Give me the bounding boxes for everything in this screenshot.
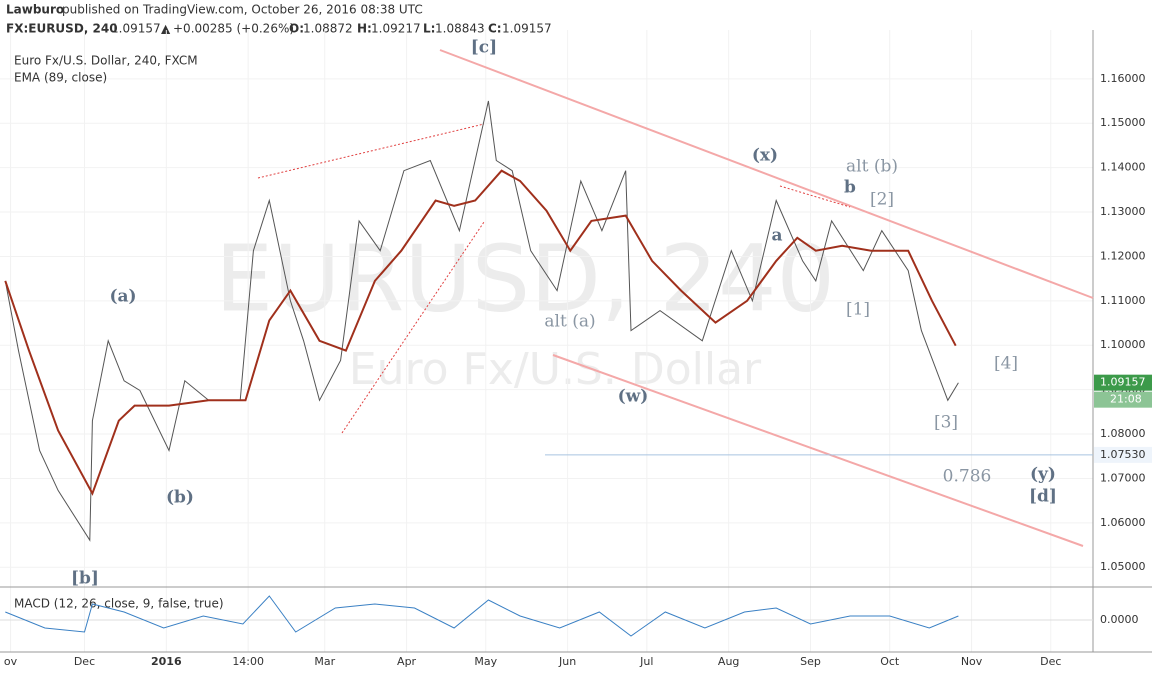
y-tick-label: 1.10000 xyxy=(1100,338,1146,351)
h-label: H: xyxy=(357,22,372,36)
trend-line xyxy=(439,49,1094,299)
x-tick-label: Dec xyxy=(1040,655,1061,668)
price-line xyxy=(4,100,959,542)
x-tick-label: Sep xyxy=(800,655,821,668)
macd-title: MACD (12, 26, close, 9, false, true) xyxy=(14,597,224,611)
wave-label: b xyxy=(844,178,856,198)
x-tick-label: Oct xyxy=(880,655,900,668)
symbol: FX:EURUSD, 240 xyxy=(6,22,118,36)
x-tick-label: Jun xyxy=(558,655,576,668)
y-tick-label: 1.07000 xyxy=(1100,471,1146,484)
time-label: 21:08 xyxy=(1110,393,1142,406)
wave-label: (a) xyxy=(109,287,136,307)
level-label: 1.07530 xyxy=(1100,448,1146,461)
last-price-label: 1.09157 xyxy=(1100,376,1146,389)
y-tick-label: 1.11000 xyxy=(1100,294,1146,307)
last-price-box xyxy=(1094,374,1152,391)
o-label: O: xyxy=(289,22,304,36)
wave-label: 0.786 xyxy=(943,467,992,487)
time-box xyxy=(1094,391,1152,408)
published: published on TradingView.com, October 26… xyxy=(62,3,423,17)
low: 1.08843 xyxy=(435,22,485,36)
close: 1.09157 xyxy=(502,22,552,36)
wave-label: [1] xyxy=(846,300,870,320)
wave-label: [2] xyxy=(870,190,894,210)
change: +0.00285 (+0.26%) xyxy=(173,22,294,36)
watermark-sub: Euro Fx/U.S. Dollar xyxy=(349,344,762,395)
open: 1.08872 xyxy=(303,22,353,36)
y-tick-label: 1.14000 xyxy=(1100,161,1146,174)
wave-label: (b) xyxy=(166,488,194,508)
x-tick-label: 2016 xyxy=(151,655,182,668)
macd-tick-label: 0.0000 xyxy=(1100,613,1139,626)
x-tick-label: ov xyxy=(4,655,18,668)
x-tick-label: Apr xyxy=(397,655,417,668)
y-tick-label: 1.13000 xyxy=(1100,205,1146,218)
level-box xyxy=(1094,446,1152,463)
x-tick-label: Mar xyxy=(314,655,335,668)
y-tick-label: 1.16000 xyxy=(1100,72,1146,85)
wave-label: a xyxy=(771,226,782,246)
wave-label: alt (a) xyxy=(544,312,595,332)
ema-line xyxy=(4,169,957,496)
x-tick-label: Nov xyxy=(961,655,983,668)
y-tick-label: 1.06000 xyxy=(1100,516,1146,529)
x-tick-label: Aug xyxy=(718,655,739,668)
y-tick-label: 1.12000 xyxy=(1100,249,1146,262)
wave-label: [3] xyxy=(934,413,958,433)
wave-label: (w) xyxy=(618,387,649,407)
trend-line xyxy=(257,123,485,179)
wave-label: [4] xyxy=(994,354,1018,374)
chart-title: Euro Fx/U.S. Dollar, 240, FXCM xyxy=(14,54,198,68)
last: 1.09157 xyxy=(111,22,161,36)
wave-label: [b] xyxy=(71,569,99,589)
wave-label: [c] xyxy=(471,38,497,58)
c-label: C: xyxy=(488,22,502,36)
wave-label: alt (b) xyxy=(846,157,898,177)
legend-ema: EMA (89, close) xyxy=(14,71,107,85)
y-tick-label: 1.05000 xyxy=(1100,560,1146,573)
trend-line xyxy=(552,354,1084,547)
x-tick-label: Dec xyxy=(74,655,95,668)
high: 1.09217 xyxy=(371,22,421,36)
wave-label: (y) xyxy=(1030,465,1056,485)
author: Lawburo xyxy=(6,3,64,17)
x-tick-label: May xyxy=(474,655,497,668)
x-tick-label: 14:00 xyxy=(232,655,264,668)
macd-line xyxy=(5,595,959,637)
y-tick-label: 1.08000 xyxy=(1100,427,1146,440)
y-tick-label: 1.15000 xyxy=(1100,116,1146,129)
watermark: EURUSD, 240 xyxy=(215,225,835,332)
wave-label: (x) xyxy=(752,146,778,166)
trend-line xyxy=(779,185,851,208)
arrow: ▲ xyxy=(161,22,171,36)
l-label: L: xyxy=(423,22,435,36)
x-tick-label: Jul xyxy=(639,655,653,668)
wave-label: [d] xyxy=(1029,487,1057,507)
